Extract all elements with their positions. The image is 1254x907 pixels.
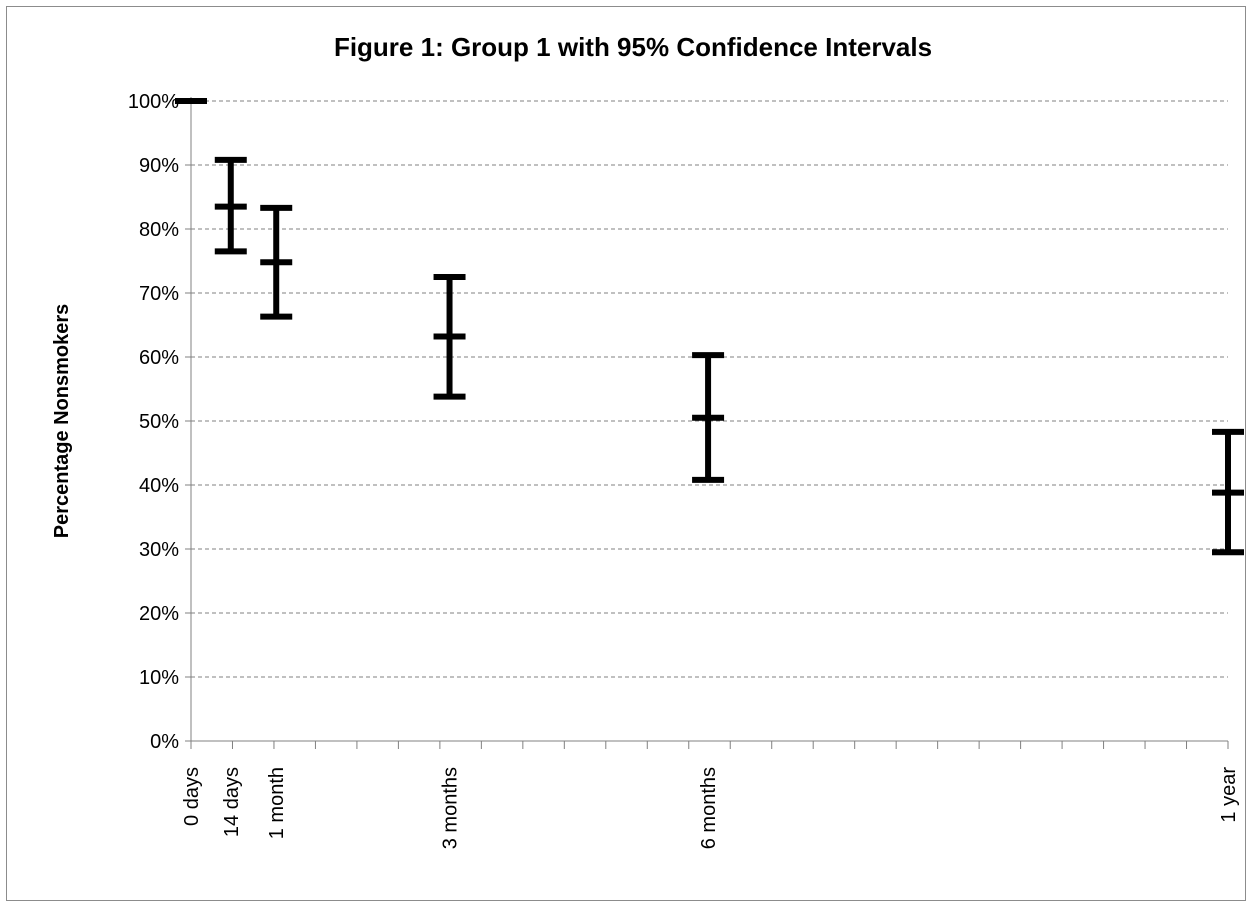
- y-tick-label: 10%: [139, 667, 179, 689]
- grid-lines: [191, 100, 1228, 678]
- x-tick-label: 1 month: [266, 767, 288, 839]
- y-tick-label: 60%: [139, 347, 179, 369]
- y-tick-label: 20%: [139, 603, 179, 625]
- axes: [185, 97, 1229, 749]
- y-tick-label: 40%: [139, 475, 179, 497]
- error-bar: [260, 204, 293, 320]
- y-tick-label: 90%: [139, 155, 179, 177]
- chart-frame: [6, 6, 1246, 901]
- y-tick-label: 0%: [150, 731, 179, 753]
- error-bar: [214, 156, 247, 255]
- chart-title: Figure 1: Group 1 with 95% Confidence In…: [334, 32, 932, 62]
- y-tick-label: 30%: [139, 539, 179, 561]
- x-tick-label: 1 year: [1218, 767, 1240, 823]
- y-tick-label: 50%: [139, 411, 179, 433]
- x-tick-label: 0 days: [181, 767, 203, 826]
- x-tick-label: 6 months: [698, 767, 720, 849]
- x-tick-label: 14 days: [221, 767, 243, 837]
- error-bar: [1212, 428, 1244, 556]
- y-tick-labels: 0% 10% 20% 30% 40% 50% 60% 70% 80% 90% 100%: [128, 91, 179, 753]
- x-tick-label: 3 months: [440, 767, 462, 849]
- y-axis-label: Percentage Nonsmokers: [51, 304, 73, 539]
- error-bar: [692, 352, 725, 483]
- error-bars: [175, 98, 1244, 556]
- y-tick-label: 80%: [139, 219, 179, 241]
- y-tick-label: 70%: [139, 283, 179, 305]
- y-tick-label: 100%: [128, 91, 179, 113]
- error-bar: [433, 274, 466, 400]
- x-tick-labels: 0 days 14 days 1 month 3 months 6 months 1 ye…: [181, 767, 1240, 850]
